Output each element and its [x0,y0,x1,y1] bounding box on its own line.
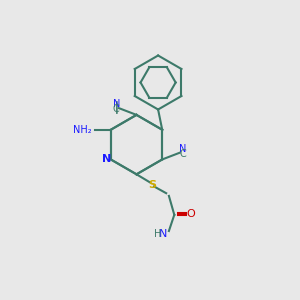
Text: C: C [179,149,186,159]
Text: S: S [149,180,157,190]
Text: N: N [159,229,168,239]
Text: C: C [113,104,120,115]
Text: N: N [102,154,111,164]
Text: O: O [186,209,195,219]
Text: N: N [179,144,186,154]
Text: NH₂: NH₂ [73,125,92,135]
Text: N: N [112,99,120,109]
Text: H: H [154,229,162,239]
